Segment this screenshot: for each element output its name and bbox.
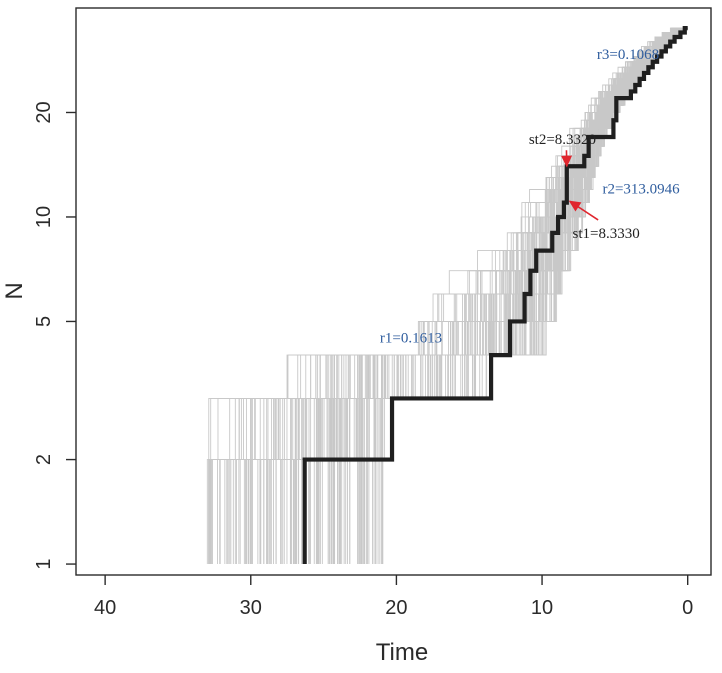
simulation-step-line xyxy=(318,28,688,564)
simulation-step-line xyxy=(246,28,687,564)
annotation-label: r1=0.1613 xyxy=(380,330,442,346)
y-tick-label: 5 xyxy=(33,316,55,327)
annotation-label: r3=0.1068 xyxy=(597,47,659,63)
simulation-step-line xyxy=(335,28,688,564)
simulation-step-line xyxy=(309,28,688,564)
simulation-step-line xyxy=(246,28,687,564)
simulation-step-line xyxy=(335,28,688,564)
annotation-label: r2=313.0946 xyxy=(602,181,680,197)
y-tick-label: 1 xyxy=(33,558,55,569)
x-tick-label: 0 xyxy=(682,597,693,619)
simulation-step-line xyxy=(260,28,687,564)
y-axis-label: N xyxy=(1,282,28,299)
annotation-label: st1=8.3330 xyxy=(573,226,640,242)
x-tick-label: 40 xyxy=(94,597,116,619)
simulation-step-line xyxy=(260,28,687,564)
y-tick-label: 10 xyxy=(33,206,55,228)
simulation-step-line xyxy=(318,28,688,564)
simulation-step-line xyxy=(284,28,687,564)
simulation-step-line xyxy=(287,28,688,564)
y-tick-label: 2 xyxy=(33,454,55,465)
x-axis-label: Time xyxy=(376,639,428,666)
x-tick-label: 30 xyxy=(240,597,262,619)
annotation-label: st2=8.3320 xyxy=(529,132,596,148)
simulation-step-line xyxy=(309,28,688,564)
y-tick-label: 20 xyxy=(33,101,55,123)
simulation-step-line xyxy=(260,28,688,564)
x-tick-label: 20 xyxy=(385,597,407,619)
x-tick-label: 10 xyxy=(531,597,553,619)
simulation-step-line xyxy=(316,28,687,564)
